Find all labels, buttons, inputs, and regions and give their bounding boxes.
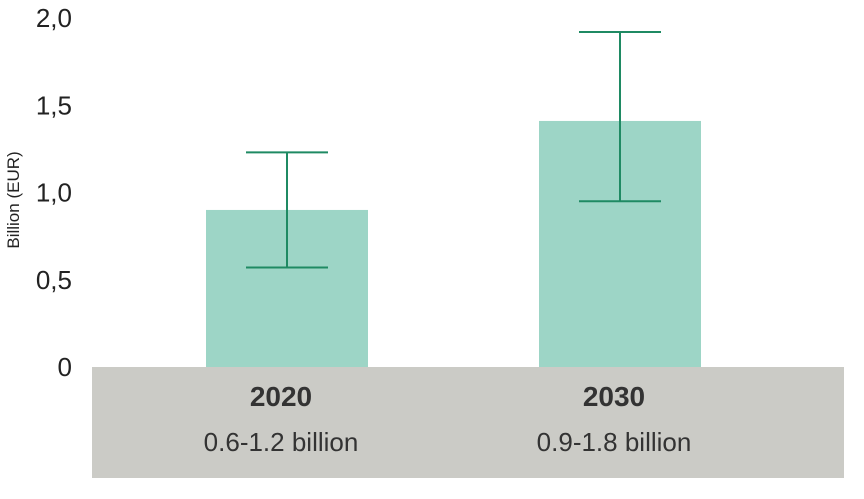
category-band: [92, 367, 844, 478]
error-bars-layer: [246, 30, 661, 269]
category-label-2020: 2020: [250, 381, 312, 412]
y-tick-label: 1,0: [36, 178, 72, 208]
category-label-2030: 2030: [583, 381, 645, 412]
y-tick-label: 0: [58, 352, 72, 382]
bars-layer: [206, 120, 701, 367]
y-axis-label: Billion (EUR): [4, 151, 23, 248]
y-tick-label: 1,5: [36, 90, 72, 120]
range-label-2020: 0.6-1.2 billion: [204, 427, 359, 457]
y-tick-label: 2,0: [36, 3, 72, 33]
y-axis-ticks: 0 0,5 1,0 1,5 2,0: [36, 3, 72, 382]
y-tick-label: 0,5: [36, 265, 72, 295]
range-label-2030: 0.9-1.8 billion: [537, 427, 692, 457]
category-labels: 2020 0.6-1.2 billion 2030 0.9-1.8 billion: [204, 381, 692, 457]
